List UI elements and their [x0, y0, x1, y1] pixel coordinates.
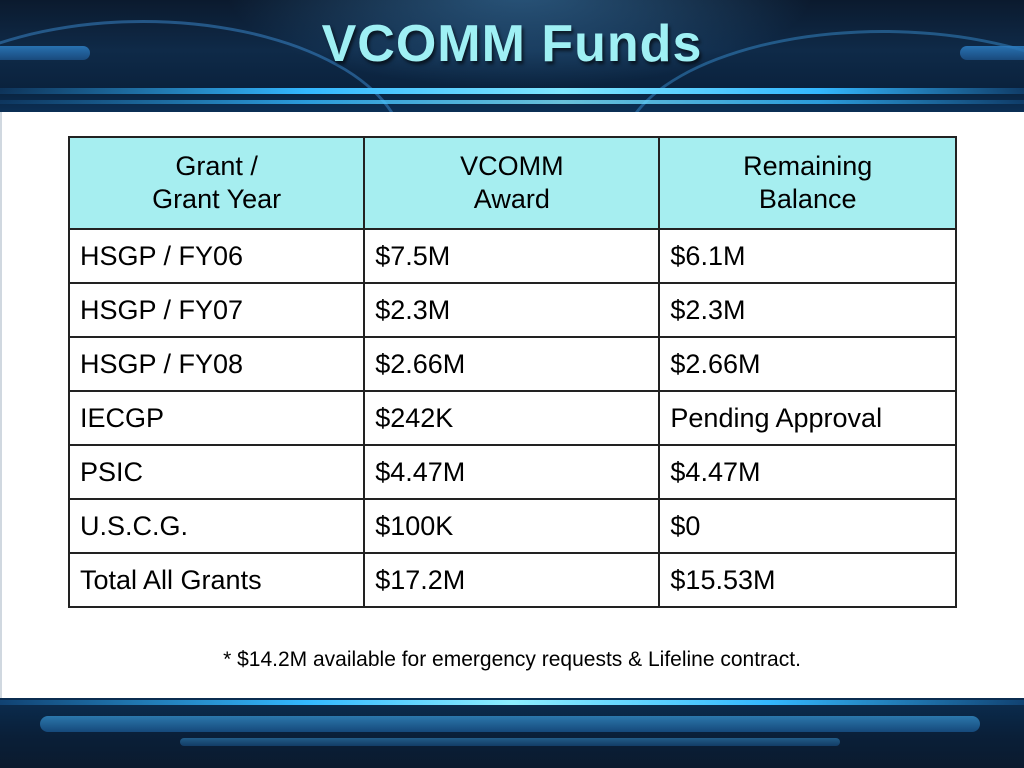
table-row: U.S.C.G. $100K $0 [67, 498, 957, 554]
cell-award: $242K [363, 390, 661, 446]
cell-grant: IECGP [67, 390, 366, 446]
cell-award: $7.5M [363, 228, 661, 284]
footer-band [0, 698, 1024, 768]
table-row: HSGP / FY08 $2.66M $2.66M [67, 336, 957, 392]
cell-award: $2.66M [363, 336, 661, 392]
decorative-bar [40, 716, 980, 732]
header-line: Balance [758, 184, 857, 214]
table-row-total: Total All Grants $17.2M $15.53M [67, 552, 957, 608]
cell-balance: $6.1M [658, 228, 957, 284]
header-line: Remaining [743, 151, 873, 181]
header-line: Grant / [175, 151, 258, 181]
table-row: IECGP $242K Pending Approval [67, 390, 957, 446]
cell-grant: HSGP / FY08 [67, 336, 366, 392]
header-band: VCOMM Funds [0, 0, 1024, 112]
cell-award: $17.2M [363, 552, 661, 608]
cell-balance: $2.3M [658, 282, 957, 338]
header-line: Award [473, 184, 550, 214]
funds-table: Grant / Grant Year VCOMM Award Remaining… [67, 136, 957, 608]
table-row: HSGP / FY06 $7.5M $6.1M [67, 228, 957, 284]
column-header-award: VCOMM Award [363, 136, 661, 230]
table-header-row: Grant / Grant Year VCOMM Award Remaining… [67, 136, 957, 230]
glow-line [0, 88, 1024, 94]
cell-grant: PSIC [67, 444, 366, 500]
cell-balance: $4.47M [658, 444, 957, 500]
decorative-bar [960, 46, 1024, 60]
glow-line [0, 700, 1024, 705]
glow-line [0, 100, 1024, 104]
decorative-bar [180, 738, 840, 746]
cell-balance: $2.66M [658, 336, 957, 392]
footnote: * $14.2M available for emergency request… [223, 648, 801, 671]
cell-grant: U.S.C.G. [67, 498, 366, 554]
header-line: VCOMM [460, 151, 564, 181]
column-header-balance: Remaining Balance [658, 136, 957, 230]
column-header-grant: Grant / Grant Year [67, 136, 366, 230]
header-line: Grant Year [152, 184, 282, 214]
cell-award: $100K [363, 498, 661, 554]
slide-title: VCOMM Funds [321, 15, 703, 73]
content-frame [0, 112, 1024, 698]
cell-balance: $0 [658, 498, 957, 554]
cell-grant: Total All Grants [67, 552, 366, 608]
cell-balance: Pending Approval [658, 390, 957, 446]
cell-award: $4.47M [363, 444, 661, 500]
cell-grant: HSGP / FY07 [67, 282, 366, 338]
table-row: PSIC $4.47M $4.47M [67, 444, 957, 500]
cell-award: $2.3M [363, 282, 661, 338]
cell-balance: $15.53M [658, 552, 957, 608]
cell-grant: HSGP / FY06 [67, 228, 366, 284]
decorative-bar [0, 46, 90, 60]
table-row: HSGP / FY07 $2.3M $2.3M [67, 282, 957, 338]
